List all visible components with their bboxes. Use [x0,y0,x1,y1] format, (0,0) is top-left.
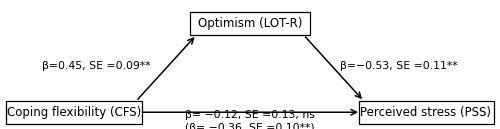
FancyBboxPatch shape [358,101,494,124]
FancyBboxPatch shape [190,12,310,35]
Text: Perceived stress (PSS): Perceived stress (PSS) [360,106,492,119]
FancyBboxPatch shape [6,101,141,124]
Text: β=0.45, SE =0.09**: β=0.45, SE =0.09** [42,61,151,71]
Text: β= −0.12, SE =0.13, ns
(β= −0.36, SE =0.10**): β= −0.12, SE =0.13, ns (β= −0.36, SE =0.… [185,110,315,129]
Text: β=−0.53, SE =0.11**: β=−0.53, SE =0.11** [340,61,458,71]
Text: Coping flexibility (CFS): Coping flexibility (CFS) [7,106,141,119]
Text: Optimism (LOT-R): Optimism (LOT-R) [198,17,302,30]
